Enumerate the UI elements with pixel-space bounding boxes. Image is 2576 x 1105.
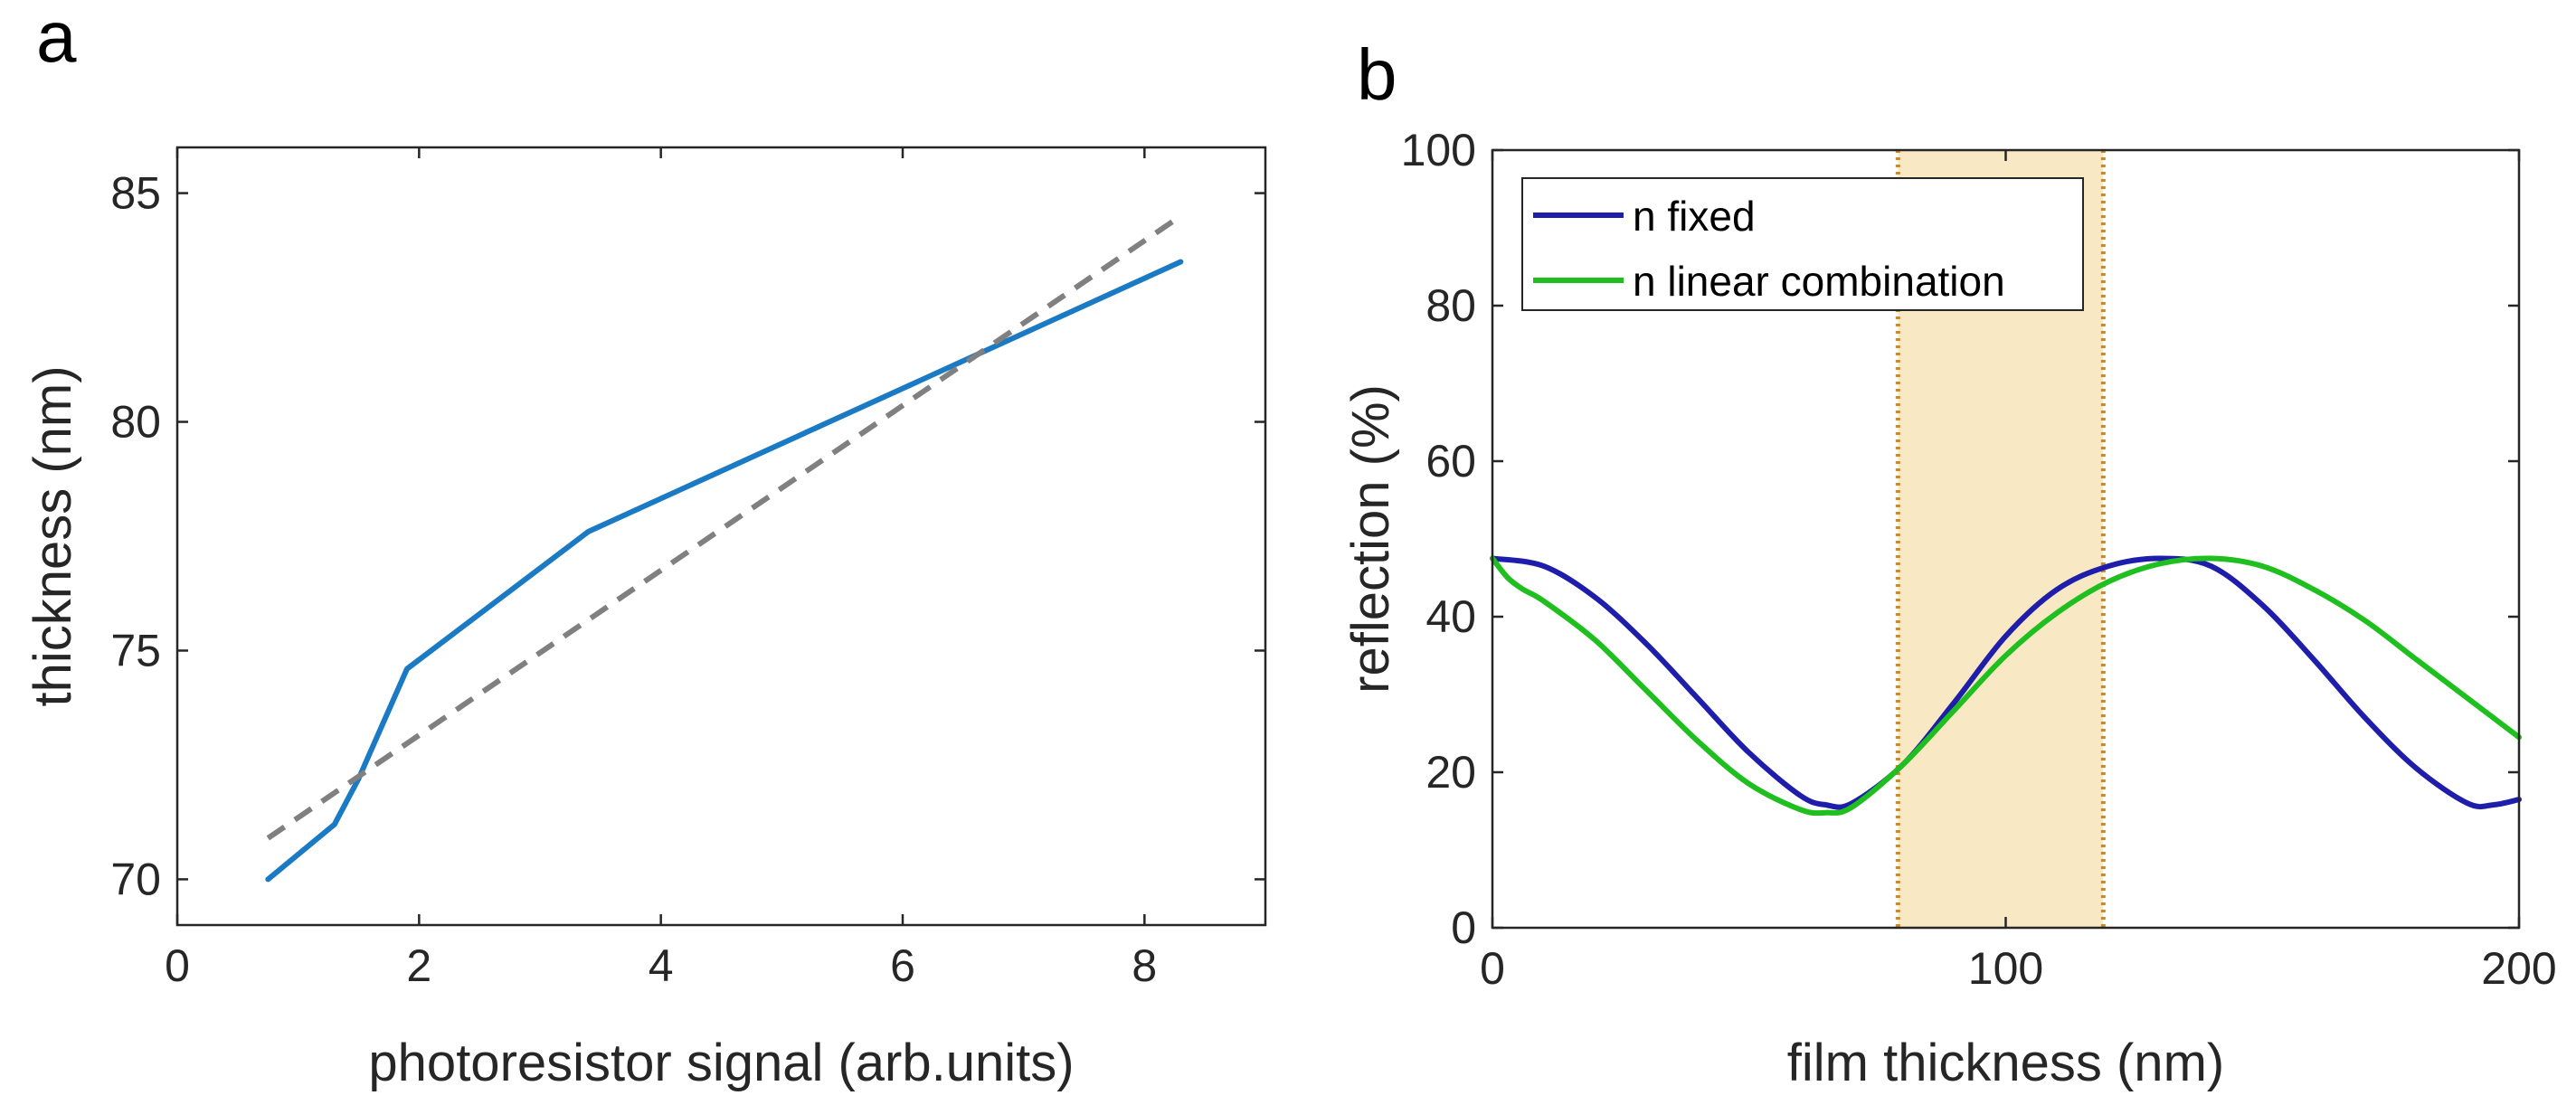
chart-b-ylabel: reflection (%) — [1341, 384, 1400, 694]
chart-b: 0 100 200 0 20 40 60 80 100 n fixed n linear com… — [1341, 125, 2557, 1092]
chart-b-series — [1490, 555, 2522, 817]
chart-a-ylabel: thickness (nm) — [24, 365, 82, 706]
chart-b-ticks: 0 100 200 0 20 40 60 80 100 — [1401, 125, 2557, 994]
chart-a-ticks: 0 2 4 6 8 70 75 80 85 — [110, 147, 1265, 991]
chart-a: 0 2 4 6 8 70 75 80 85 photoresistor signal (arb.… — [24, 146, 1267, 1092]
chart-b-ytick-label: 20 — [1425, 747, 1476, 798]
chart-b-xtick-label: 100 — [1968, 943, 2043, 994]
chart-b-ytick-label: 40 — [1425, 591, 1476, 642]
legend-box — [1521, 177, 2084, 311]
panel-label-a: a — [36, 0, 77, 77]
chart-a-ytick-label: 75 — [110, 625, 161, 675]
chart-b-ytick-label: 60 — [1425, 436, 1476, 486]
chart-a-xtick-label: 4 — [649, 940, 674, 991]
chart-b-ytick-label: 100 — [1401, 125, 1476, 175]
chart-b-ytick-label: 80 — [1425, 280, 1476, 331]
legend-label-n-fixed: n fixed — [1633, 193, 1756, 240]
chart-a-xlabel: photoresistor signal (arb.units) — [368, 1034, 1074, 1092]
chart-b-ytick-label: 0 — [1451, 902, 1476, 953]
chart-a-xtick-label: 2 — [406, 940, 431, 991]
chart-b-legend: n fixed n linear combination — [1521, 177, 2084, 311]
chart-a-xtick-label: 8 — [1132, 940, 1157, 991]
series-measured — [265, 259, 1184, 883]
chart-b-xtick-label: 200 — [2481, 943, 2556, 994]
legend-label-n-linear-combination: n linear combination — [1633, 258, 2005, 305]
chart-a-series — [265, 213, 1184, 883]
series-n-fixed — [1490, 555, 2522, 810]
chart-a-xtick-label: 0 — [165, 940, 190, 991]
chart-a-ytick-label: 70 — [110, 854, 161, 904]
chart-a-axes-box — [175, 146, 1267, 927]
chart-a-ytick-label: 80 — [110, 397, 161, 448]
panel-label-b: b — [1357, 34, 1397, 115]
chart-a-xtick-label: 6 — [890, 940, 915, 991]
series-n-linear-combination — [1490, 555, 2522, 817]
chart-b-xlabel: film thickness (nm) — [1787, 1034, 2224, 1092]
chart-b-xtick-label: 0 — [1480, 943, 1505, 994]
chart-a-ytick-label: 85 — [110, 168, 161, 219]
series-linear-fit — [266, 213, 1183, 841]
